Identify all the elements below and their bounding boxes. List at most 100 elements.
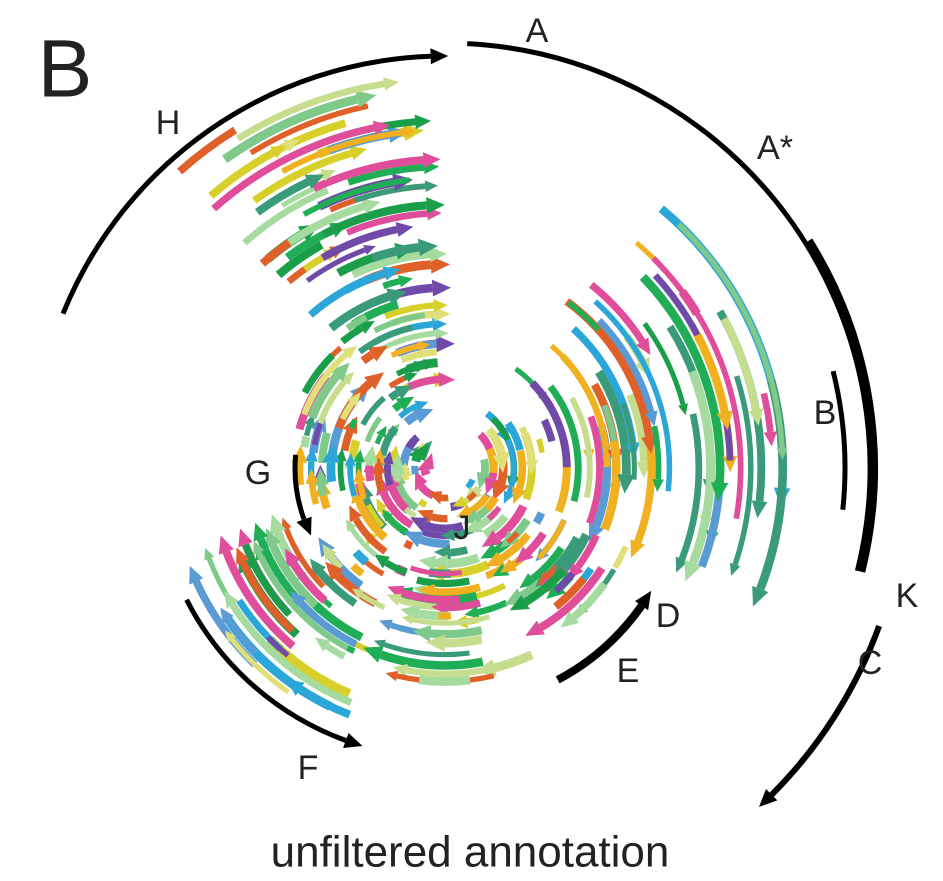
arrow-head xyxy=(297,517,312,536)
arrow-head xyxy=(438,372,455,387)
arrow-head xyxy=(398,275,413,287)
annotation-arrow xyxy=(544,420,552,441)
annotation-arrow xyxy=(420,540,449,544)
annotation-arrow xyxy=(615,547,626,568)
annotation-arrow xyxy=(180,130,236,172)
annotation-arrow xyxy=(445,639,482,643)
annotation-arrow xyxy=(377,435,381,443)
annotation-arrow xyxy=(495,655,532,668)
annotation-arrow xyxy=(450,550,467,553)
region-label: H xyxy=(156,104,181,142)
region-label: D xyxy=(656,597,681,635)
annotation-arrow xyxy=(390,378,404,386)
arrow-head xyxy=(764,431,777,446)
arrow-head xyxy=(238,529,252,548)
arrow-head xyxy=(432,280,451,297)
annotation-arrow xyxy=(478,603,506,613)
annotation-arrow xyxy=(387,464,388,476)
region-label: B xyxy=(814,394,837,432)
arrow-head xyxy=(379,620,393,631)
arrow-head xyxy=(402,615,414,625)
arrow-head xyxy=(396,222,414,237)
annotation-arrow xyxy=(536,513,541,523)
arrow-head xyxy=(219,535,234,554)
annotation-arrow xyxy=(312,483,316,504)
annotation-arrow xyxy=(448,603,480,608)
annotation-arrow xyxy=(378,467,379,478)
annotation-arrow xyxy=(425,470,426,475)
arrow-head xyxy=(435,328,448,340)
annotation-arrow xyxy=(397,476,398,480)
arrow-head xyxy=(204,548,214,561)
arrow-head xyxy=(363,647,383,663)
annotation-arrow xyxy=(310,273,384,315)
caption: unfiltered annotation xyxy=(271,828,670,877)
annotation-arrows xyxy=(180,77,791,715)
region-label: F xyxy=(298,749,319,787)
arrow-head xyxy=(253,523,267,542)
region-label: A xyxy=(526,12,549,50)
annotation-arrow xyxy=(519,451,522,489)
panel-label: B xyxy=(38,24,93,115)
annotation-arrow xyxy=(262,243,289,264)
annotation-arrow xyxy=(419,680,470,682)
annotation-arrow xyxy=(405,543,412,546)
annotation-arrow xyxy=(409,379,439,386)
annotation-arrow xyxy=(363,355,372,361)
annotation-arrow xyxy=(394,405,400,409)
arrow-head xyxy=(432,318,447,331)
annotation-arrow xyxy=(490,449,494,473)
figure: B A A* H B G J K D E C F unfiltered anno… xyxy=(0,0,943,881)
annotation-arrow xyxy=(351,420,355,428)
annotation-arrow xyxy=(321,485,323,496)
annotation-arrow xyxy=(416,458,417,461)
annotation-arrow xyxy=(369,466,370,481)
region-label: G xyxy=(245,454,271,492)
region-label: C xyxy=(858,644,883,682)
arrow-head xyxy=(415,115,431,129)
annotation-arrow xyxy=(434,587,480,592)
annotation-arrow xyxy=(345,431,350,450)
annotation-arrow xyxy=(383,281,399,286)
annotation-arrow xyxy=(353,566,362,574)
annotation-arrow xyxy=(340,461,342,491)
region-arc xyxy=(833,371,845,510)
arrow-head xyxy=(386,594,401,606)
arrow-head xyxy=(354,468,366,482)
annotation-arrow xyxy=(390,393,397,398)
annotation-arrow xyxy=(568,303,598,331)
annotation-arrow xyxy=(468,480,473,488)
annotation-arrow xyxy=(406,477,407,481)
annotation-arrow xyxy=(484,459,485,473)
arrow-head xyxy=(430,48,448,64)
annotation-arrow xyxy=(406,416,416,423)
arrow-head xyxy=(343,733,362,748)
arrow-head xyxy=(525,460,538,475)
annotation-arrow xyxy=(430,630,481,634)
annotation-arrow xyxy=(415,466,416,474)
arrow-head xyxy=(349,146,367,160)
annotation-arrow xyxy=(360,481,364,497)
annotation-arrow xyxy=(417,580,469,583)
arrow-head xyxy=(730,563,740,576)
annotation-arrow xyxy=(420,501,426,505)
arrow-head xyxy=(752,586,768,607)
region-label: E xyxy=(617,652,640,690)
annotation-arrow xyxy=(432,517,448,519)
annotation-arrow xyxy=(764,393,771,432)
annotation-arrow xyxy=(409,437,418,448)
arrow-head xyxy=(383,77,399,90)
annotation-arrow xyxy=(356,552,367,562)
region-label: K xyxy=(896,577,919,615)
arrow-head xyxy=(425,181,438,192)
region-label: A* xyxy=(757,129,793,167)
annotation-arrow xyxy=(323,495,327,508)
arrow-head xyxy=(752,500,768,518)
arrow-head xyxy=(386,671,399,681)
region-label: J xyxy=(454,509,471,547)
annotation-arrow xyxy=(682,414,699,559)
annotation-arrow xyxy=(350,466,354,497)
arrow-head xyxy=(678,403,688,415)
annotation-arrow xyxy=(539,439,542,453)
annotation-arrow xyxy=(353,441,357,459)
